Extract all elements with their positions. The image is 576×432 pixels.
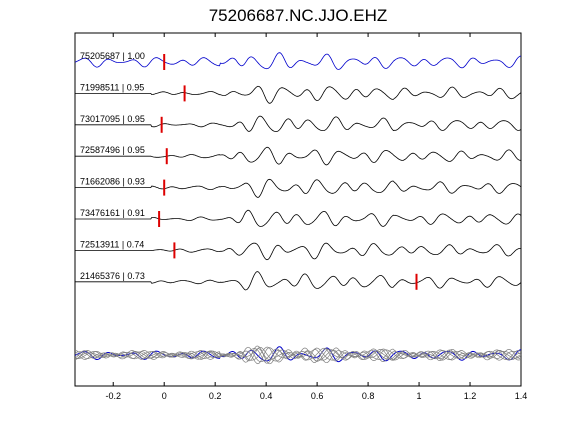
x-tick-label: 1.2 <box>464 391 477 401</box>
trace-line <box>75 209 522 227</box>
stack-layer <box>74 345 522 365</box>
trace-line <box>75 115 522 132</box>
stack-trace-line <box>74 346 522 363</box>
trace-line <box>75 242 521 261</box>
plot-frame <box>74 32 522 387</box>
x-tick-label: -0.2 <box>105 391 121 401</box>
x-tick-label: 0.4 <box>260 391 273 401</box>
x-tick-label: 0.6 <box>311 391 324 401</box>
stack-trace-line <box>74 348 521 364</box>
stack-trace-line <box>75 347 522 365</box>
x-tick-label: 0.2 <box>209 391 222 401</box>
trace-line <box>75 178 522 198</box>
x-tick-label: 0 <box>162 391 167 401</box>
stack-trace-line <box>74 345 522 363</box>
trace-line <box>74 52 522 70</box>
chart-title: 75206687.NC.JJO.EHZ <box>208 6 388 25</box>
x-tick-label: 0.8 <box>362 391 375 401</box>
trace-label: 72587496 | 0.95 <box>80 145 145 155</box>
x-tick-label: 1.4 <box>515 391 528 401</box>
x-axis: -0.2 0 0.2 0.4 0.6 0.8 1 1.2 1.4 <box>105 33 527 401</box>
trace-label: 75205687 | 1.00 <box>80 51 145 61</box>
trace-label: 73476161 | 0.91 <box>80 208 145 218</box>
trace-label: 71998511 | 0.95 <box>80 82 144 92</box>
trace-line <box>75 85 522 104</box>
x-tick-label: 1 <box>417 391 422 401</box>
traces-layer: 75205687 | 1.00 71998511 | 0.95 73017095 |… <box>74 51 522 291</box>
trace-label: 72513911 | 0.74 <box>80 239 144 249</box>
trace-label: 73017095 | 0.95 <box>80 114 145 124</box>
trace-label: 71662086 | 0.93 <box>80 177 145 187</box>
trace-label: 21465376 | 0.73 <box>80 271 145 281</box>
trace-line <box>75 271 522 291</box>
trace-line <box>75 146 521 166</box>
